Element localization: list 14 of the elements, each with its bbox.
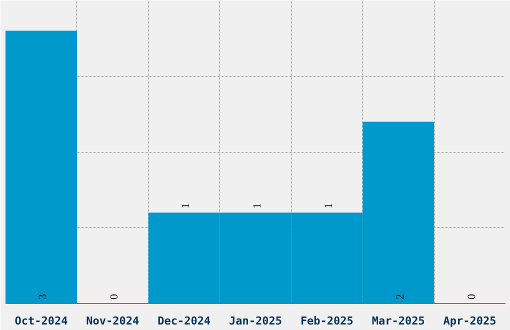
x-tick-label: Nov-2024 [86, 314, 140, 328]
x-tick-label: Oct-2024 [14, 314, 68, 328]
data-label: 1 [180, 203, 192, 209]
x-tick-label: Dec-2024 [158, 314, 211, 328]
data-label: 1 [252, 203, 264, 209]
x-tick-label: Jan-2025 [229, 314, 282, 328]
data-label: 0 [466, 294, 478, 300]
x-tick-label: Feb-2025 [300, 314, 354, 328]
x-tick-label: Apr-2025 [443, 314, 496, 328]
data-label: 3 [37, 294, 50, 300]
data-label: 1 [322, 203, 335, 209]
x-tick-label: Mar-2025 [372, 314, 425, 328]
data-label: 0 [108, 294, 121, 300]
data-label: 2 [394, 294, 406, 300]
